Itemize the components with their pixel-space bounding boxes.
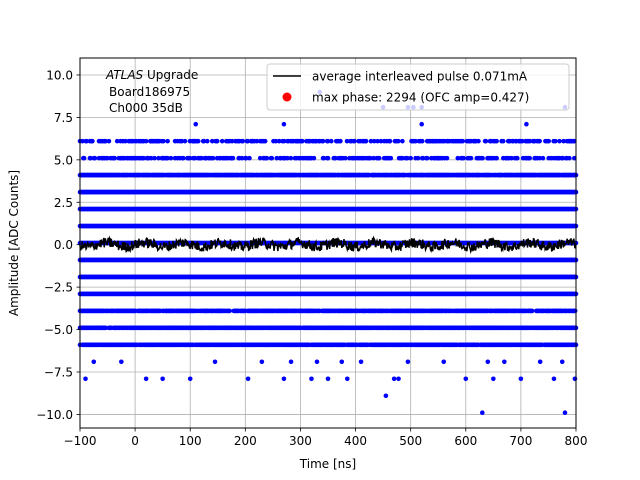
sample-point [227, 308, 232, 314]
plot-area [77, 57, 579, 429]
blue-sample-points [77, 89, 579, 416]
